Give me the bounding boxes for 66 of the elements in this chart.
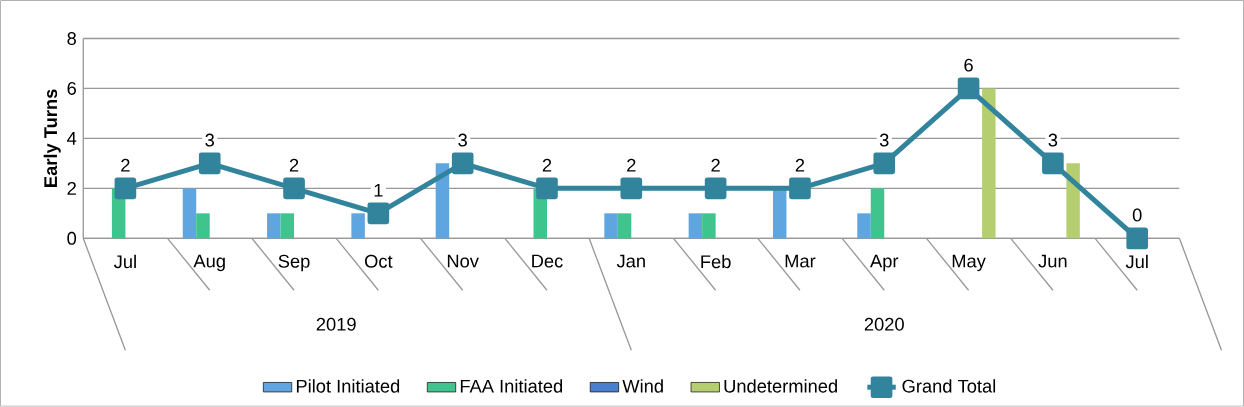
point	[367, 202, 390, 225]
text: 2019	[316, 317, 356, 331]
data-label: 6	[964, 58, 973, 72]
data-label: 3	[458, 133, 467, 147]
bar	[280, 213, 295, 239]
x-tick-label: Dec	[532, 254, 563, 268]
bar	[702, 213, 716, 239]
data-label: 3	[1048, 133, 1058, 147]
text: 2020	[864, 317, 904, 331]
x-tick-label: Aug	[193, 254, 225, 272]
y-tick-label: 4	[67, 132, 77, 145]
bar	[982, 88, 996, 239]
y-tick-label: 0	[67, 232, 77, 245]
point	[451, 152, 474, 175]
x-tick-label: May	[952, 254, 986, 272]
legend-label: Undetermined	[724, 379, 837, 393]
bar	[196, 213, 210, 239]
bar	[182, 188, 197, 239]
bar	[688, 213, 703, 239]
point	[198, 152, 221, 175]
point	[957, 77, 980, 100]
point	[1126, 227, 1149, 250]
x-tick-label: Jun	[1038, 254, 1067, 268]
point	[873, 152, 896, 175]
data-label: 2	[711, 158, 720, 172]
bar	[617, 213, 632, 239]
bar	[870, 188, 885, 239]
point	[283, 177, 305, 200]
y-tick-label: 6	[67, 82, 76, 96]
bar	[772, 188, 787, 239]
point	[536, 177, 558, 200]
data-label: 0	[1132, 208, 1142, 222]
x-tick-label: Apr	[870, 254, 899, 272]
data-label: 2	[627, 158, 636, 172]
legend-label: Pilot Initiated	[296, 379, 400, 393]
x-tick-label: Nov	[447, 254, 479, 268]
y-axis-title: Early Turns	[43, 89, 61, 188]
data-label: 2	[542, 158, 552, 172]
y-tick-label: 2	[67, 182, 76, 195]
x-tick-label: Feb	[701, 254, 731, 269]
data-label: 3	[205, 133, 215, 147]
legend-label: Grand Total	[902, 379, 996, 393]
point	[789, 177, 811, 200]
point	[620, 177, 643, 200]
x-tick-label: Jul	[113, 254, 136, 269]
data-label: 2	[121, 158, 130, 172]
x-tick-label: Mar	[785, 254, 816, 268]
bar	[351, 213, 365, 239]
data-label: 1	[374, 184, 383, 197]
y-tick-label: 8	[67, 32, 76, 46]
bar	[857, 213, 871, 239]
bar	[1066, 163, 1080, 239]
point	[114, 177, 137, 200]
legend-label: FAA Initiated	[460, 379, 563, 393]
data-label: 3	[879, 133, 889, 147]
x-tick-label: Jul	[1125, 254, 1148, 269]
x-tick-label: Jan	[616, 254, 645, 268]
x-tick-label: Sep	[278, 254, 310, 272]
point	[704, 177, 727, 200]
x-tick-label: Oct	[364, 254, 393, 268]
bar	[604, 213, 618, 239]
point	[1042, 152, 1064, 175]
legend-label: Wind	[622, 379, 663, 393]
data-label: 2	[795, 158, 805, 172]
data-label: 2	[289, 158, 299, 172]
bar	[267, 213, 281, 239]
